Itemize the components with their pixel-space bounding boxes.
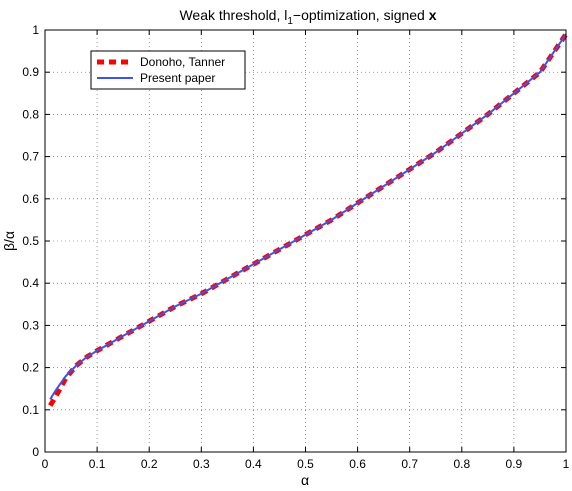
y-tick-label: 0.2 bbox=[22, 361, 39, 375]
y-tick-label: 0.8 bbox=[22, 107, 39, 121]
x-tick-label: 0.7 bbox=[401, 457, 418, 471]
x-tick-label: 0.9 bbox=[506, 457, 523, 471]
series-line-donoho-tanner bbox=[48, 32, 569, 407]
x-tick-label: 1 bbox=[563, 457, 570, 471]
chart-title-bold: x bbox=[429, 7, 437, 23]
y-tick-label: 0.6 bbox=[22, 192, 39, 206]
legend-label-donoho-tanner: Donoho, Tanner bbox=[140, 55, 225, 69]
y-tick-label: 0.7 bbox=[22, 150, 39, 164]
ticks-group: 0 0.1 0.2 0.3 0.4 0.5 0.6 0.7 0.8 0.9 1 0 0.1 0.2 0.3 0… bbox=[22, 23, 569, 471]
y-tick-label: 0.3 bbox=[22, 318, 39, 332]
x-tick-label: 0.6 bbox=[349, 457, 366, 471]
y-tick-label: 0 bbox=[32, 445, 39, 459]
y-tick-label: 0.9 bbox=[22, 65, 39, 79]
legend-label-present-paper: Present paper bbox=[140, 71, 215, 85]
x-tick-label: 0.4 bbox=[245, 457, 262, 471]
y-tick-label: 0.5 bbox=[22, 234, 39, 248]
y-tick-label: 0.4 bbox=[22, 276, 39, 290]
legend: Donoho, Tanner Present paper bbox=[90, 50, 246, 90]
x-tick-label: 0.8 bbox=[453, 457, 470, 471]
chart-title-mid: −optimization, signed bbox=[293, 7, 429, 23]
y-tick-label: 0.1 bbox=[22, 403, 39, 417]
series-line-present-paper bbox=[49, 33, 567, 400]
chart-title-prefix: Weak threshold, l bbox=[179, 7, 287, 23]
x-tick-label: 0 bbox=[42, 457, 49, 471]
chart-title: Weak threshold, l1−optimization, signed … bbox=[179, 7, 436, 27]
x-tick-label: 0.3 bbox=[193, 457, 210, 471]
y-tick-label: 1 bbox=[32, 23, 39, 37]
chart-title-subscript: 1 bbox=[287, 16, 293, 27]
x-axis-label: α bbox=[301, 472, 309, 488]
x-tick-label: 0.1 bbox=[89, 457, 106, 471]
x-tick-label: 0.5 bbox=[297, 457, 314, 471]
x-tick-label: 0.2 bbox=[141, 457, 158, 471]
series-group bbox=[48, 32, 569, 407]
y-axis-label: β/α bbox=[1, 231, 17, 251]
grid-lines bbox=[45, 30, 566, 452]
legend-box bbox=[90, 50, 246, 90]
